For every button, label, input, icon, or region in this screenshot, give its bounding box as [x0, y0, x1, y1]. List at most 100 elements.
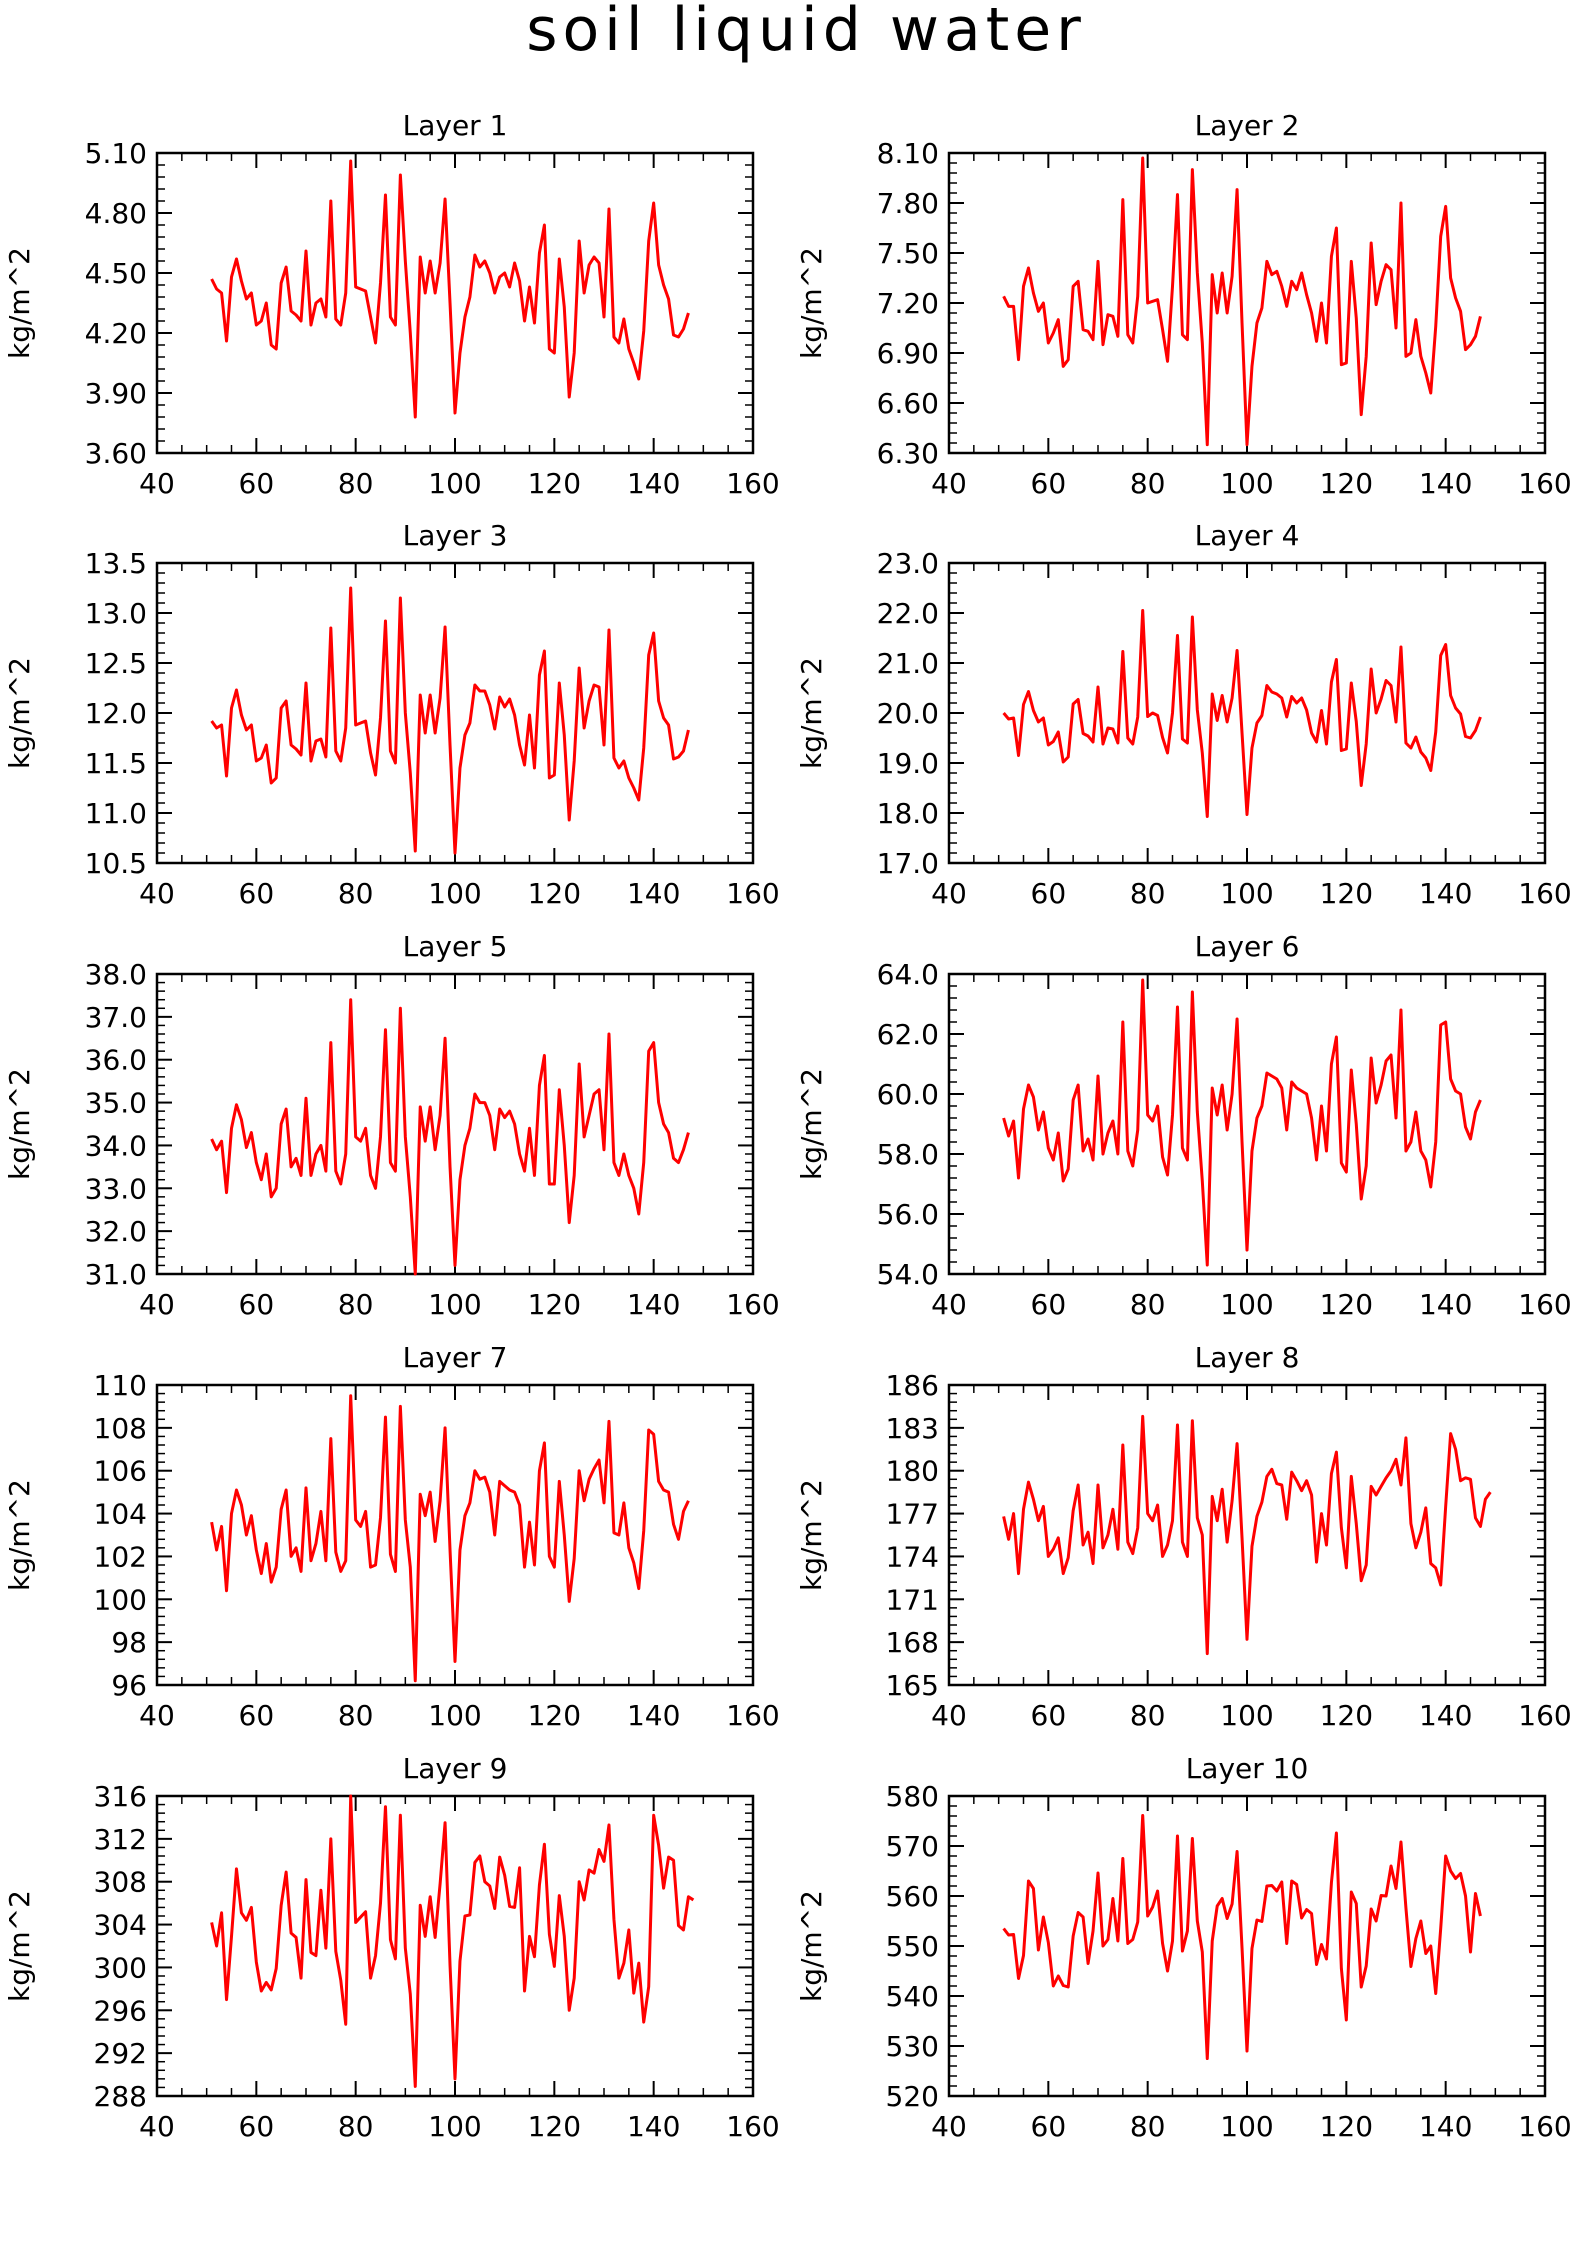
x-tick-label: 120 — [1320, 2110, 1373, 2143]
y-axis-label: kg/m^2 — [795, 1479, 828, 1591]
y-tick-label: 22.0 — [877, 597, 939, 630]
plot-frame — [947, 972, 1547, 1276]
x-tick-label: 60 — [239, 877, 275, 910]
panel-title: Layer 2 — [1195, 109, 1300, 142]
x-tick-label: 140 — [1419, 1288, 1472, 1321]
y-tick-label: 35.0 — [85, 1087, 147, 1120]
x-tick-label: 140 — [1419, 2110, 1472, 2143]
x-tick-label: 80 — [338, 2110, 374, 2143]
y-tick-label: 33.0 — [85, 1172, 147, 1205]
x-tick-label: 140 — [627, 2110, 680, 2143]
y-tick-label: 12.0 — [85, 697, 147, 730]
y-tick-label: 316 — [94, 1780, 147, 1813]
x-tick-label: 40 — [139, 1288, 175, 1321]
x-tick-label: 80 — [1130, 1699, 1166, 1732]
x-tick-label: 160 — [726, 467, 779, 500]
x-tick-label: 140 — [627, 877, 680, 910]
x-tick-label: 140 — [1419, 877, 1472, 910]
y-tick-label: 296 — [94, 1994, 147, 2027]
x-tick-label: 100 — [428, 877, 481, 910]
y-tick-label: 106 — [94, 1455, 147, 1488]
x-tick-label: 60 — [1031, 1288, 1067, 1321]
y-tick-label: 10.5 — [85, 847, 147, 880]
panel-title: Layer 9 — [403, 1752, 508, 1785]
panel-layer-6: Layer 6 kg/m^2 40 60 80 100 120 140 160 54.0 56.0 5… — [795, 930, 1572, 1321]
y-tick-label: 7.50 — [877, 237, 939, 270]
y-axis-label: kg/m^2 — [3, 1068, 36, 1180]
y-axis-label: kg/m^2 — [795, 1890, 828, 2002]
x-tick-label: 120 — [1320, 467, 1373, 500]
y-tick-label: 54.0 — [877, 1258, 939, 1291]
x-tick-label: 40 — [139, 467, 175, 500]
y-tick-label: 56.0 — [877, 1198, 939, 1231]
y-tick-label: 110 — [94, 1369, 147, 1402]
y-tick-label: 37.0 — [85, 1001, 147, 1034]
panel-title: Layer 1 — [403, 109, 508, 142]
y-tick-label: 180 — [886, 1455, 939, 1488]
y-tick-label: 300 — [94, 1951, 147, 1984]
y-tick-label: 540 — [886, 1980, 939, 2013]
y-tick-label: 32.0 — [85, 1215, 147, 1248]
y-tick-label: 4.50 — [85, 257, 147, 290]
panel-title: Layer 6 — [1195, 930, 1300, 963]
figure-title: soil liquid water — [526, 0, 1086, 65]
y-tick-label: 186 — [886, 1369, 939, 1402]
y-axis-label: kg/m^2 — [795, 657, 828, 769]
y-tick-label: 550 — [886, 1930, 939, 1963]
y-tick-label: 5.10 — [85, 137, 147, 170]
y-tick-label: 98 — [111, 1626, 147, 1659]
x-tick-label: 120 — [1320, 1288, 1373, 1321]
x-tick-label: 140 — [627, 467, 680, 500]
y-tick-label: 177 — [886, 1498, 939, 1531]
x-tick-label: 80 — [338, 1699, 374, 1732]
x-tick-label: 40 — [931, 877, 967, 910]
y-tick-label: 58.0 — [877, 1138, 939, 1171]
x-tick-label: 60 — [239, 2110, 275, 2143]
x-tick-label: 100 — [1220, 2110, 1273, 2143]
panel-title: Layer 3 — [403, 519, 508, 552]
y-tick-label: 19.0 — [877, 747, 939, 780]
y-tick-label: 4.20 — [85, 317, 147, 350]
x-tick-label: 40 — [931, 2110, 967, 2143]
plot-frame — [155, 151, 755, 455]
x-tick-label: 100 — [428, 1699, 481, 1732]
y-tick-label: 288 — [94, 2080, 147, 2113]
panel-layer-8: Layer 8 kg/m^2 40 60 80 100 120 140 160 165 168 171… — [795, 1341, 1572, 1732]
y-tick-label: 108 — [94, 1412, 147, 1445]
x-tick-label: 120 — [1320, 877, 1373, 910]
y-tick-label: 165 — [886, 1669, 939, 1702]
y-tick-label: 31.0 — [85, 1258, 147, 1291]
x-tick-label: 120 — [528, 467, 581, 500]
x-tick-label: 100 — [1220, 467, 1273, 500]
plot-frame — [155, 1383, 755, 1687]
panel-title: Layer 10 — [1186, 1752, 1309, 1785]
x-tick-label: 160 — [726, 2110, 779, 2143]
x-tick-label: 80 — [1130, 2110, 1166, 2143]
x-tick-label: 140 — [1419, 467, 1472, 500]
x-tick-label: 60 — [1031, 2110, 1067, 2143]
y-tick-label: 560 — [886, 1880, 939, 1913]
series-line — [1002, 978, 1482, 1267]
y-tick-label: 4.80 — [85, 197, 147, 230]
series-line — [210, 159, 690, 419]
y-tick-label: 21.0 — [877, 647, 939, 680]
y-tick-label: 308 — [94, 1866, 147, 1899]
y-tick-label: 60.0 — [877, 1078, 939, 1111]
plot-frame — [155, 1794, 755, 2098]
y-tick-label: 171 — [886, 1583, 939, 1616]
y-tick-label: 530 — [886, 2030, 939, 2063]
x-tick-label: 120 — [1320, 1699, 1373, 1732]
x-tick-label: 80 — [338, 877, 374, 910]
series-line — [1002, 156, 1482, 447]
panel-layer-10: Layer 10 kg/m^2 40 60 80 100 120 140 160 520 530 54… — [795, 1752, 1572, 2143]
panel-layer-7: Layer 7 kg/m^2 40 60 80 100 120 140 160 96 98 100 10… — [3, 1341, 780, 1732]
x-tick-label: 60 — [239, 467, 275, 500]
panel-layer-2: Layer 2 kg/m^2 40 60 80 100 120 140 160 6.30 6.60 6… — [795, 109, 1572, 500]
y-tick-label: 13.5 — [85, 547, 147, 580]
y-tick-label: 62.0 — [877, 1018, 939, 1051]
panel-layer-1: Layer 1 kg/m^2 40 60 80 100 120 140 160 3.60 3.90 4… — [3, 109, 780, 500]
x-tick-label: 160 — [726, 877, 779, 910]
series-line — [1002, 1414, 1492, 1656]
y-tick-label: 3.60 — [85, 437, 147, 470]
